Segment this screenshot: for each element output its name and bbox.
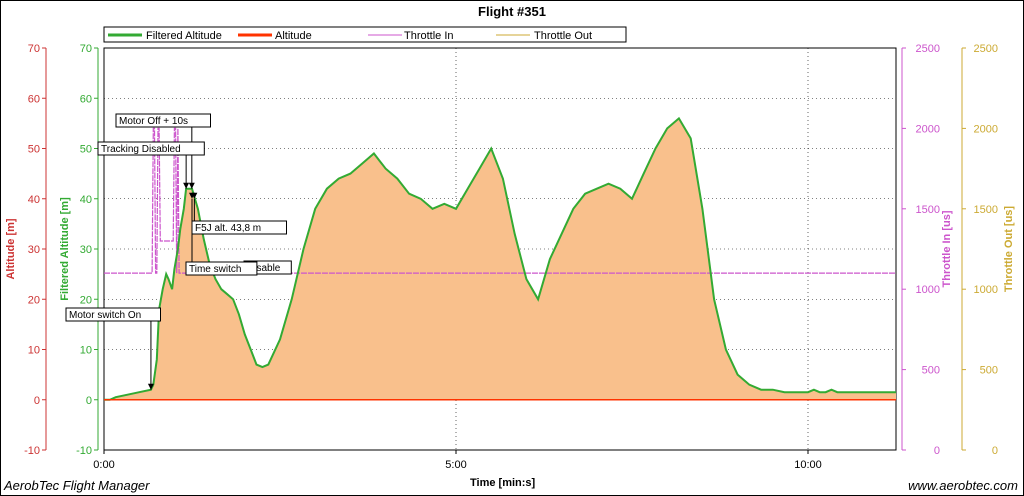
legend-label: Throttle Out — [534, 30, 592, 42]
x-tick-label: 0:00 — [93, 459, 114, 471]
altitude-tick-label: 0 — [34, 395, 40, 407]
altitude-tick-label: 70 — [28, 43, 40, 55]
annotation-motor-off: Motor Off + 10s — [119, 116, 188, 127]
legend-label: Filtered Altitude — [146, 30, 222, 42]
throttle-in-axis-title: Throttle In [us] — [941, 210, 953, 287]
altitude-tick-label: 10 — [28, 345, 40, 357]
motor-off-arrow-arrow — [188, 182, 195, 189]
throttle-in-tick-label: 500 — [922, 365, 940, 377]
filtered-altitude-tick-label: 30 — [80, 244, 92, 256]
time-switch-arrow-arrow — [189, 192, 195, 199]
throttle-in-line — [104, 127, 896, 274]
throttle-in-tick-label: 2500 — [916, 43, 940, 55]
annotation-time-switch: Time switch — [189, 264, 241, 275]
filtered-altitude-line — [104, 116, 896, 401]
annotation-motor-switch-on: Motor switch On — [69, 310, 141, 321]
altitude-tick-label: 30 — [28, 244, 40, 256]
filtered-altitude-axis-title: Filtered Altitude [m] — [59, 197, 71, 301]
throttle-in-tick-label: 1500 — [916, 204, 940, 216]
altitude-tick-label: 20 — [28, 294, 40, 306]
x-tick-label: 10:00 — [794, 459, 822, 471]
throttle-out-axis-title: Throttle Out [us] — [1003, 206, 1015, 292]
filtered-altitude-tick-label: 20 — [80, 294, 92, 306]
filtered-altitude-tick-label: 50 — [80, 144, 92, 156]
annotation-tracking-disabled: Tracking Disabled — [101, 144, 181, 155]
legend-label: Throttle In — [404, 30, 454, 42]
throttle-out-tick-label: 2500 — [974, 43, 998, 55]
annotation-disable: Disable — [247, 263, 281, 274]
throttle-in-tick-label: 2000 — [916, 123, 940, 135]
altitude-tick-label: 40 — [28, 194, 40, 206]
filtered-altitude-tick-label: 60 — [80, 93, 92, 105]
throttle-out-tick-label: 2000 — [974, 123, 998, 135]
altitude-tick-label: -10 — [24, 445, 40, 457]
throttle-out-tick-label: 1000 — [974, 284, 998, 296]
annotation-f5j-alt: F5J alt. 43,8 m — [195, 223, 261, 234]
footer-app-name: AerobTec Flight Manager — [4, 478, 150, 493]
filtered-altitude-area — [104, 118, 896, 400]
throttle-in-tick-label: 1000 — [916, 284, 940, 296]
throttle-out-tick-label: 1500 — [974, 204, 998, 216]
throttle-out-tick-label: 500 — [980, 365, 998, 377]
tracking-disabled-arrow-arrow — [183, 182, 190, 189]
filtered-altitude-tick-label: 0 — [86, 395, 92, 407]
legend-box — [103, 26, 627, 43]
altitude-tick-label: 60 — [28, 93, 40, 105]
annotation-motor-off-box — [115, 113, 211, 128]
filtered-altitude-tick-label: -10 — [76, 445, 92, 457]
x-tick-label: 5:00 — [445, 459, 466, 471]
motor-switch-on-arrow-arrow — [147, 383, 154, 390]
footer-website: www.aerobtec.com — [908, 478, 1018, 493]
legend-label: Altitude — [275, 30, 312, 42]
annotation-time-switch-box — [185, 261, 258, 276]
filtered-altitude-tick-label: 40 — [80, 194, 92, 206]
throttle-out-tick-label: 0 — [992, 445, 998, 457]
altitude-tick-label: 50 — [28, 144, 40, 156]
chart-title: Flight #351 — [478, 4, 546, 19]
altitude-axis-title: Altitude [m] — [5, 218, 17, 279]
x-axis-label: Time [min:s] — [470, 477, 536, 489]
annotation-motor-switch-on-box — [65, 307, 161, 322]
annotation-tracking-disabled-box — [97, 141, 205, 156]
filtered-altitude-tick-label: 70 — [80, 43, 92, 55]
filtered-altitude-tick-label: 10 — [80, 345, 92, 357]
throttle-in-tick-label: 0 — [934, 445, 940, 457]
